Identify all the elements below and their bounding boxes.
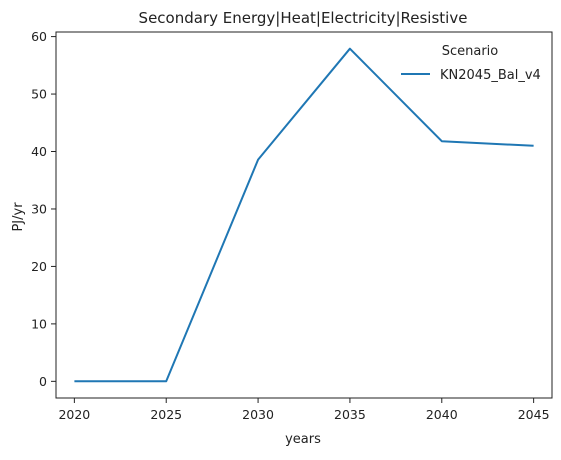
x-tick-label: 2045 <box>518 407 550 422</box>
y-tick-label: 50 <box>31 87 47 102</box>
series-layer <box>74 47 534 383</box>
legend-title: Scenario <box>442 44 499 59</box>
y-tick-label: 40 <box>31 144 47 159</box>
x-axis: 2020 2025 2030 2035 2040 2045 <box>58 398 550 422</box>
x-tick-label: 2035 <box>334 407 366 422</box>
x-tick-label: 2030 <box>242 407 274 422</box>
x-tick-label: 2020 <box>58 407 90 422</box>
y-tick-label: 0 <box>39 374 47 389</box>
x-axis-label: years <box>285 432 321 447</box>
series-line <box>74 47 534 383</box>
x-tick-label: 2025 <box>150 407 182 422</box>
y-axis-label: PJ/yr <box>11 202 26 232</box>
y-axis: 0 10 20 30 40 50 60 <box>31 29 56 389</box>
x-tick-label: 2040 <box>426 407 458 422</box>
plot-area <box>55 31 553 399</box>
legend-series-label: KN2045_Bal_v4 <box>440 68 541 83</box>
y-tick-label: 30 <box>31 201 47 216</box>
y-tick-label: 60 <box>31 29 47 44</box>
chart-title: Secondary Energy|Heat|Electricity|Resist… <box>139 9 468 27</box>
y-tick-label: 10 <box>31 316 47 331</box>
y-tick-label: 20 <box>31 259 47 274</box>
legend: Scenario KN2045_Bal_v4 <box>401 44 541 83</box>
